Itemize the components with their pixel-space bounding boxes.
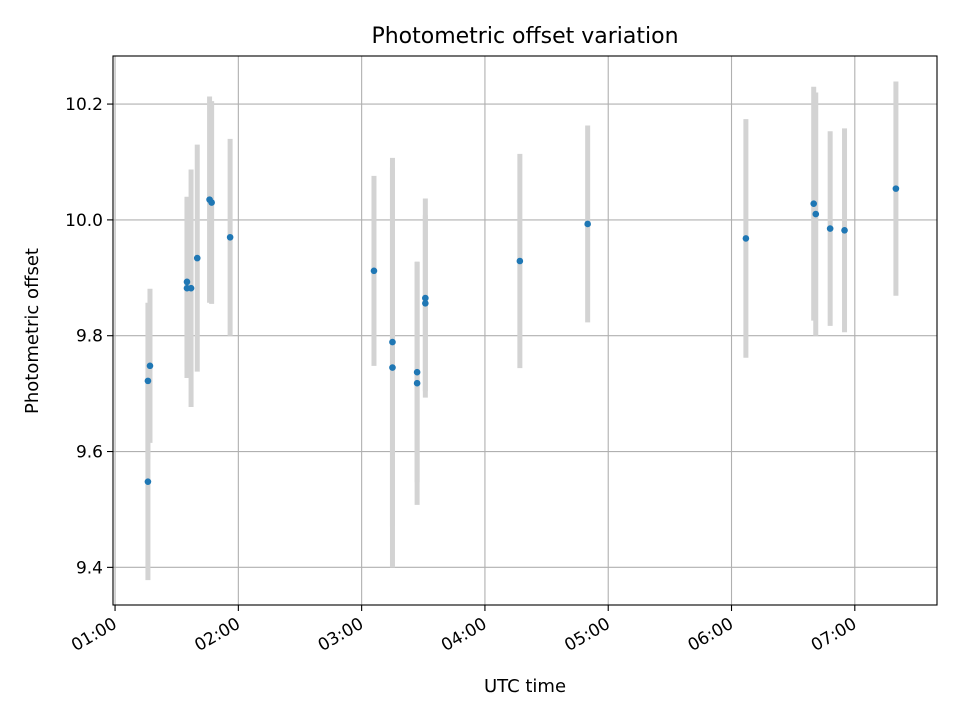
data-point [389,338,396,346]
data-point [810,200,818,207]
data-point [370,267,378,275]
point-layer [144,185,900,485]
data-point [187,284,195,292]
data-point [826,225,834,232]
data-point [413,368,421,376]
y-tick-label: 10.2 [65,95,103,115]
data-point [144,377,152,385]
x-axis-label: UTC time [484,676,566,697]
data-point [144,478,152,485]
data-point [413,379,421,387]
data-point [516,257,524,265]
y-tick-label: 10.0 [65,211,103,231]
y-axis-ticks: 9.4 9.6 9.8 10.0 10.2 [65,95,113,578]
data-point [193,254,201,262]
data-point [208,199,215,206]
y-tick-label: 9.8 [76,327,103,347]
data-point [389,364,396,371]
data-point [422,299,429,307]
data-point [841,227,848,234]
data-point [183,278,191,286]
data-point [812,210,820,218]
data-point [422,294,429,302]
grid-layer [113,56,937,605]
data-point [226,233,234,241]
data-point [146,362,154,370]
data-point [584,220,591,228]
plot-frame [112,55,938,606]
data-point [892,185,900,192]
y-tick-label: 9.4 [76,558,103,578]
y-tick-label: 9.6 [76,443,103,463]
y-axis-label: Photometric offset [22,248,43,414]
chart-title: Photometric offset variation [371,24,678,49]
data-point [742,235,750,242]
